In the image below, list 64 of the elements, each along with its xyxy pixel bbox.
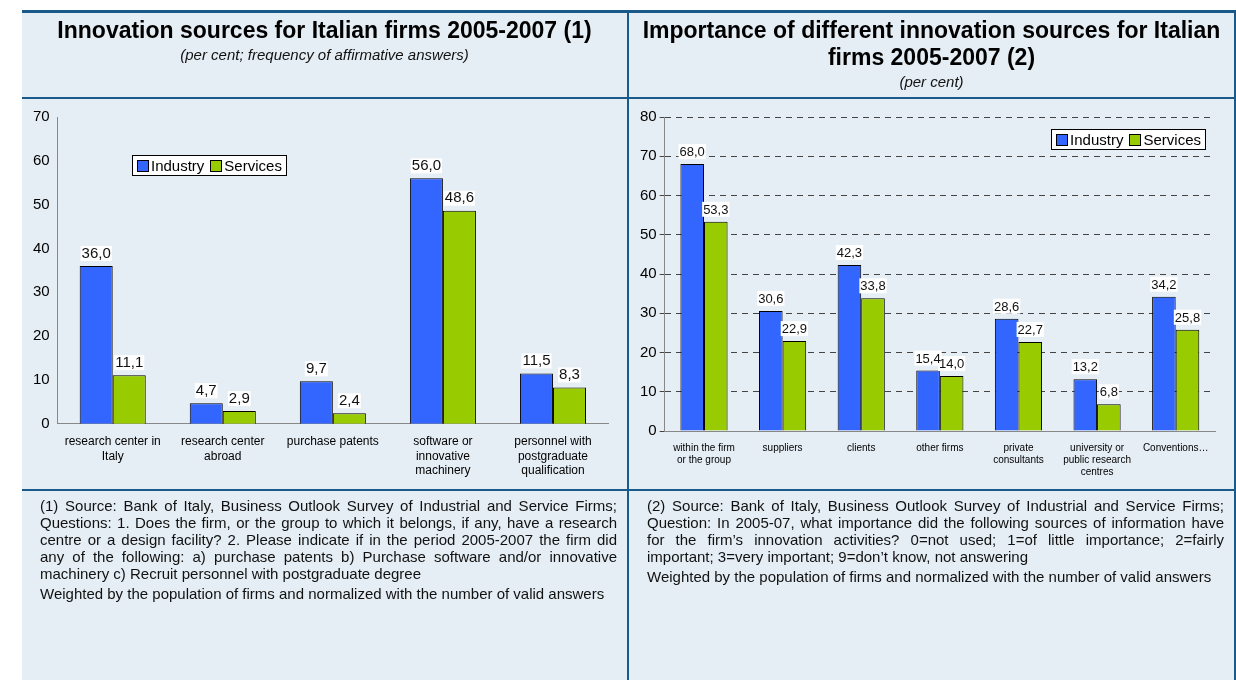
data-label: 11,5 [522, 351, 551, 369]
legend-label: Industry [1069, 131, 1124, 148]
data-label: 13,2 [1072, 359, 1098, 375]
y-tick-label: 50 [33, 194, 50, 212]
data-label: 15,4 [915, 350, 941, 366]
y-tick-label: 0 [41, 413, 50, 431]
legend-label: Industry [150, 157, 205, 174]
data-label: 42,3 [836, 245, 863, 261]
data-label: 56,0 [411, 156, 441, 173]
data-label: 22,9 [781, 321, 808, 337]
text: (2) Source: Bank of Italy, Business Outlook Survey of Industrial and Service Firms; Question: In 2005-07, what importance did the following sources of information have for the firm’s innovation activities? 0=not used; 1=of little importance; 2=fairly important; 3=very important; 9=don’t know, not answering [647, 497, 1224, 565]
data-label: 30,6 [758, 290, 784, 306]
y-tick-label: 50 [640, 224, 657, 242]
y-tick-label: 60 [640, 185, 657, 203]
text: (1) Source: Bank of Italy, Business Outlook Survey of Industrial and Service Firms; Questions: 1. Does the firm, or the group to which it belongs, if any, have a research centre or a design facility? 2. Please indicate if in the period 2005-2007 the firm did any of the following: a) purchase patents b) Purchase software and/or innovative machinery c) Recruit personnel with postgraduate degree [40, 497, 617, 582]
data-label: 4,7 [195, 380, 217, 398]
x-tick-label: clients [847, 441, 876, 453]
y-tick-label: 10 [33, 370, 50, 388]
y-tick-label: 20 [640, 342, 657, 360]
y-tick-label: 10 [640, 381, 657, 399]
y-tick-label: 0 [648, 421, 657, 439]
data-label: 9,7 [305, 358, 327, 376]
x-tick-label: within the firm or the group [672, 441, 735, 465]
chart-subtitle: (per cent) [898, 73, 965, 90]
y-tick-label: 20 [33, 326, 50, 344]
y-tick-label: 70 [33, 107, 50, 125]
chart-title: Innovation sources for Italian firms 2005-2007 (1) [56, 17, 593, 44]
x-tick-label: personnel with postgraduate qualification [514, 434, 592, 478]
data-label: 2,9 [228, 388, 250, 406]
x-tick-label: purchase patents [286, 434, 379, 449]
chart-subtitle: (per cent; frequency of affirmative answers) [179, 46, 470, 63]
y-tick-label: 70 [640, 146, 657, 164]
text: Weighted by the population of firms and normalized with the number of valid answers [40, 585, 606, 602]
data-label: 68,0 [679, 144, 705, 160]
x-tick-label: university or public research centres [1063, 441, 1131, 477]
data-label: 36,0 [81, 243, 111, 261]
chart-title: Importance of different innovation sources for Italian firms 2005-2007 (2) [641, 17, 1222, 71]
y-tick-label: 40 [640, 264, 657, 282]
y-tick-label: 80 [640, 107, 657, 125]
x-tick-label: private consultants [993, 441, 1044, 465]
data-label: 6,8 [1099, 384, 1118, 400]
legend-label: Services [223, 157, 282, 174]
data-label: 25,8 [1174, 309, 1201, 325]
x-tick-label: research center in Italy [64, 434, 161, 463]
data-label: 33,8 [860, 278, 886, 294]
y-tick-label: 40 [33, 238, 50, 256]
y-tick-label: 60 [33, 150, 50, 168]
data-label: 34,2 [1151, 276, 1177, 292]
x-tick-label: Conventions… [1142, 441, 1209, 453]
y-tick-label: 30 [640, 303, 657, 321]
data-label: 11,1 [115, 352, 144, 370]
x-tick-label: research center abroad [181, 434, 265, 463]
y-tick-label: 30 [33, 282, 50, 300]
data-label: 53,3 [703, 201, 729, 217]
legend-label: Services [1142, 131, 1201, 148]
text: Weighted by the population of firms and normalized with the number of valid answers [647, 568, 1213, 585]
x-tick-label: software or innovative machinery [413, 434, 473, 478]
x-tick-label: suppliers [762, 441, 803, 453]
data-label: 2,4 [338, 390, 360, 408]
data-label: 48,6 [444, 188, 475, 206]
data-label: 8,3 [559, 365, 580, 383]
x-tick-label: other firms [916, 441, 964, 453]
data-label: 28,6 [994, 298, 1020, 314]
data-label: 22,7 [1017, 321, 1043, 337]
